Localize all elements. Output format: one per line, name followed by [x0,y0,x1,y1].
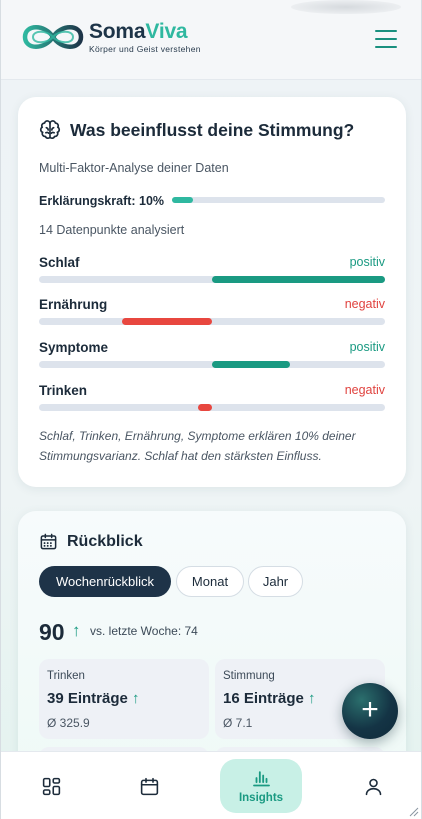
bar-chart-icon [252,771,270,787]
tab-month[interactable]: Monat [176,566,244,597]
card-title: Was beeinflusst deine Stimmung? [70,119,355,140]
factor-bar-fill [122,318,212,325]
factor-row-ernaehrung: Ernährung negativ [39,297,385,337]
add-entry-button[interactable]: + [342,683,398,739]
brain-icon [39,120,61,140]
brand-name: SomaViva [89,19,188,43]
decorative-shadow [291,0,401,14]
factor-direction: negativ [344,383,385,397]
user-icon [365,778,381,795]
explanatory-power-bar [172,197,385,203]
tab-year[interactable]: Jahr [248,566,303,597]
calendar-icon [140,777,158,795]
factor-row-trinken: Trinken negativ [39,383,385,423]
stat-value: 39 Einträge ↑ [47,690,140,707]
comparison-text: vs. letzte Woche: 74 [90,624,198,638]
factor-row-symptome: Symptome positiv [39,340,385,380]
nav-profile[interactable] [353,752,393,819]
nav-insights[interactable]: Insights [220,752,302,819]
brand-tagline: Körper und Geist verstehen [89,43,201,54]
factor-name: Ernährung [39,297,108,312]
mood-influence-card: Was beeinflusst deine Stimmung? Multi-Fa… [18,97,406,487]
factor-bar-fill [212,276,385,283]
trend-up-icon: ↑ [308,690,316,707]
factor-bar-fill [198,404,212,411]
factor-direction: negativ [344,297,385,311]
nav-insights-label: Insights [238,792,284,804]
factor-row-schlaf: Schlaf positiv [39,255,385,295]
nav-calendar[interactable] [129,752,169,819]
tab-week-review[interactable]: Wochenrückblick [39,566,171,597]
nav-dashboard[interactable] [31,752,71,819]
explanatory-power-label: Erklärungskraft: 10% [39,194,165,208]
grid-icon [42,777,60,795]
factor-bar-track [39,318,385,325]
app-header: SomaViva Körper und Geist verstehen [1,0,421,80]
factor-name: Schlaf [39,255,80,270]
stat-tile-trinken[interactable]: Trinken 39 Einträge ↑ Ø 325.9 [39,659,209,739]
factor-direction: positiv [349,340,385,354]
data-points-count: 14 Datenpunkte analysiert [39,223,185,237]
analysis-summary: Schlaf, Trinken, Ernährung, Symptome erk… [39,429,356,463]
review-title: Rückblick [67,532,143,550]
stat-label: Trinken [47,670,85,682]
factor-name: Trinken [39,383,88,398]
card-subtitle: Multi-Faktor-Analyse deiner Daten [39,161,229,175]
plus-icon: + [361,692,379,726]
factor-name: Symptome [39,340,109,355]
total-entries-value: 90 [39,619,65,645]
trend-up-icon: ↑ [72,621,81,640]
stat-average: Ø 7.1 [223,716,253,730]
factor-bar-track [39,404,385,411]
calendar-icon [40,533,57,550]
brand-logo[interactable]: SomaViva Körper und Geist verstehen [21,18,201,56]
resize-grip-icon[interactable] [407,805,419,817]
factor-bar-fill [212,361,290,368]
stat-average: Ø 325.9 [47,716,90,730]
bottom-navigation: Insights [1,751,421,819]
stat-value: 16 Einträge ↑ [223,690,316,707]
hamburger-menu-icon[interactable] [375,30,397,48]
stat-label: Stimmung [223,670,275,682]
trend-up-icon: ↑ [132,690,140,707]
factor-direction: positiv [349,255,385,269]
factor-bar-track [39,276,385,283]
infinity-logo-icon [22,25,84,49]
factor-bar-track [39,361,385,368]
explanatory-power-fill [172,197,194,203]
